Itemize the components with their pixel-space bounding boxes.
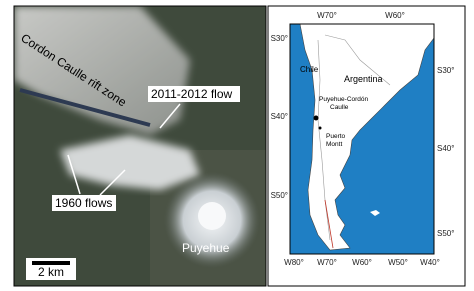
- top-tick: W70°: [317, 11, 337, 20]
- left-tick: S40°: [271, 112, 288, 121]
- bottom-tick: W60°: [352, 258, 372, 267]
- right-tick: S50°: [437, 229, 454, 238]
- image-frame: [13, 5, 267, 287]
- country-label: Chile: [300, 65, 319, 74]
- label-box: [52, 195, 116, 211]
- satellite-image: [14, 6, 266, 286]
- label-box: [148, 86, 240, 102]
- site-label: Puyehue-Cordón: [319, 96, 369, 103]
- right-tick: S40°: [437, 144, 454, 153]
- city-label: Puerto: [326, 133, 346, 140]
- bottom-tick: W70°: [317, 258, 337, 267]
- scale-bar: [32, 261, 70, 265]
- volcano-label: Puyehue: [182, 241, 230, 255]
- left-tick: S50°: [271, 191, 288, 200]
- site-label: Caulle: [330, 104, 349, 111]
- flow-label: 1960 flows: [55, 196, 112, 210]
- bottom-tick: W80°: [284, 258, 304, 267]
- site-marker: [313, 115, 319, 121]
- left-tick: S30°: [271, 34, 288, 43]
- city-label: Montt: [326, 141, 342, 148]
- city-marker: [318, 126, 322, 130]
- map: [267, 5, 466, 287]
- arrow: [159, 103, 181, 129]
- bottom-tick: W40°: [420, 258, 440, 267]
- bottom-tick: W50°: [388, 258, 408, 267]
- arrow: [99, 169, 126, 196]
- country-label: Argentina: [344, 74, 383, 84]
- right-tick: S30°: [437, 66, 454, 75]
- flow-label: 2011-2012 flow: [151, 87, 233, 101]
- top-tick: W60°: [385, 11, 405, 20]
- arrow: [67, 154, 81, 195]
- scale-label: 2 km: [38, 265, 64, 279]
